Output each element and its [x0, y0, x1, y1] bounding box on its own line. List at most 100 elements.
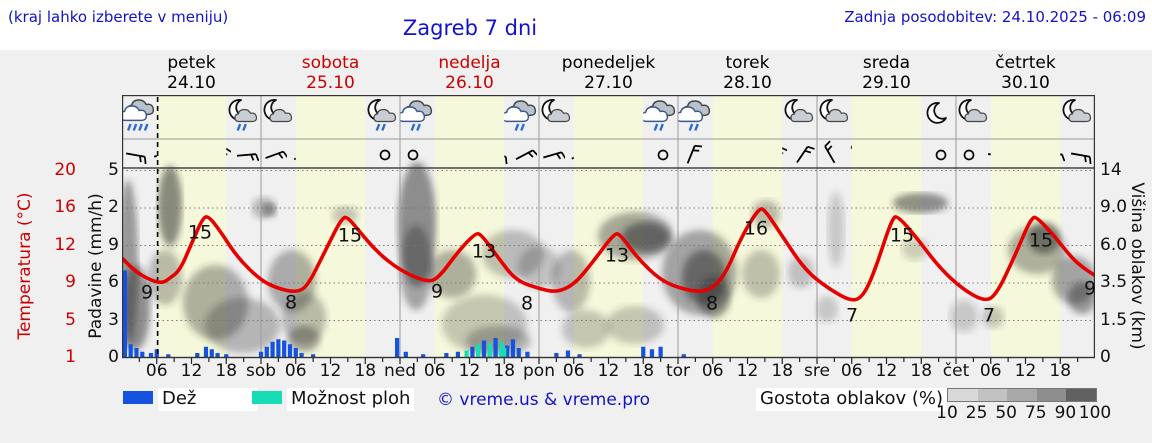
cloud-height-tick: 14 — [1100, 159, 1122, 180]
day-date: 26.10 — [445, 73, 494, 93]
moon-cloud-icon — [1060, 97, 1095, 139]
hour-tick-label: 06 — [701, 361, 724, 381]
moon-cloud-icon — [261, 97, 296, 139]
calm-wind-icon — [372, 140, 400, 168]
hour-tick-label: 12 — [458, 361, 481, 381]
density-step — [1066, 389, 1096, 401]
temp-value-label: 9 — [430, 280, 444, 303]
wind-barb-icon — [1067, 140, 1095, 168]
wind-barb-icon — [678, 140, 706, 168]
day-date: 29.10 — [862, 73, 911, 93]
hour-tick-label: 18 — [215, 361, 238, 381]
meteogram-plot — [118, 94, 1097, 368]
showers-legend-label: Možnost ploh — [287, 388, 415, 411]
day-abbr-label: pon — [523, 361, 555, 381]
cloud-density-label: Gostota oblakov (%) — [756, 388, 948, 411]
calm-wind-icon — [400, 140, 428, 168]
hour-tick-label: 12 — [875, 361, 898, 381]
cloud-height-tick: 1.5 — [1100, 309, 1128, 330]
last-update-text: Zadnja posodobitev: 24.10.2025 - 06:09 — [844, 8, 1146, 26]
hour-tick-label: 06 — [284, 361, 307, 381]
day-name: sobota — [301, 53, 360, 73]
day-abbr-label: tor — [665, 361, 691, 381]
hour-tick-label: 06 — [423, 361, 446, 381]
density-step — [948, 389, 978, 401]
density-step — [1036, 389, 1067, 401]
day-date: 24.10 — [167, 73, 216, 93]
showers-legend-swatch — [252, 391, 282, 404]
precip-tick: 6 — [108, 272, 119, 292]
day-header-četrtek: četrtek 30.10 — [956, 53, 1095, 93]
rain-legend-swatch — [123, 391, 153, 404]
day-abbr-label: čet — [942, 361, 970, 381]
density-tick-label: 25 — [965, 403, 988, 423]
calm-wind-icon — [650, 140, 678, 168]
wind-barb-icon — [789, 140, 817, 168]
moon-cloud-drizzle-icon — [365, 97, 400, 139]
legend-row: Dež Možnost ploh © vreme.us & vreme.pro … — [0, 386, 1152, 426]
temp-axis-label: Temperatura (°C) — [15, 192, 35, 340]
density-tick-label: 50 — [995, 403, 1018, 423]
hour-tick-label: 18 — [354, 361, 377, 381]
moon-cloud-icon — [817, 97, 852, 139]
calm-wind-icon — [956, 140, 984, 168]
density-step — [1007, 389, 1037, 401]
day-name: torek — [725, 53, 770, 73]
temp-value-label: 8 — [520, 292, 534, 315]
copyright-link[interactable]: © vreme.us & vreme.pro — [437, 390, 651, 410]
rain-icon — [119, 97, 157, 139]
hour-tick-label: 18 — [493, 361, 516, 381]
precip-tick: 5 — [108, 159, 119, 180]
hour-tick-label: 06 — [840, 361, 863, 381]
temp-tick: 16 — [54, 197, 76, 217]
wind-barb-icon — [122, 140, 150, 168]
day-name: četrtek — [995, 53, 1056, 73]
temp-tick: 5 — [65, 309, 76, 330]
temp-tick: 20 — [54, 159, 76, 180]
day-header-nedelja: nedelja 26.10 — [400, 53, 539, 93]
day-date: 25.10 — [306, 73, 355, 93]
temp-value-label: 9 — [1083, 277, 1097, 300]
precip-tick: 9 — [108, 234, 119, 255]
wind-barb-icon — [233, 140, 261, 168]
day-abbr-label: sob — [245, 361, 277, 381]
density-tick-label: 100 — [1078, 403, 1112, 423]
temp-value-label: 8 — [284, 291, 298, 314]
temp-tick: 1 — [65, 347, 76, 367]
cloud-drizzle-icon — [675, 97, 713, 139]
temp-value-label: 16 — [743, 217, 769, 240]
precip-tick: 2 — [108, 197, 119, 217]
day-name: ponedeljek — [561, 53, 656, 73]
temp-value-label: 7 — [845, 304, 859, 327]
day-name: petek — [167, 53, 216, 73]
day-name: sreda — [862, 53, 911, 73]
density-tick-label: 10 — [936, 403, 958, 423]
day-abbr-label: sre — [804, 361, 830, 381]
wind-barb-icon — [511, 140, 539, 168]
wind-barb-icon — [539, 140, 567, 168]
day-header-sreda: sreda 29.10 — [817, 53, 956, 93]
precip-tick: 3 — [108, 309, 119, 330]
page-header: (kraj lahko izberete v meniju) Zagreb 7 … — [0, 0, 1152, 50]
day-header-torek: torek 28.10 — [678, 53, 817, 93]
temp-value-label: 15 — [889, 224, 915, 247]
moon-cloud-drizzle-icon — [226, 97, 261, 139]
day-header-petek: petek 24.10 — [122, 53, 261, 93]
cloud-drizzle-icon — [502, 97, 539, 139]
cloud-drizzle-icon — [397, 97, 435, 139]
temp-value-label: 15 — [1028, 229, 1054, 252]
temp-value-label: 8 — [705, 292, 719, 315]
density-step — [977, 389, 1008, 401]
day-date: 28.10 — [723, 73, 772, 93]
hour-tick-label: 18 — [1049, 361, 1072, 381]
density-tick-label: 75 — [1024, 403, 1047, 423]
day-name: nedelja — [438, 53, 501, 73]
rain-legend-label: Dež — [158, 388, 258, 411]
precip-tick: 0 — [108, 347, 119, 367]
moon-cloud-icon — [956, 97, 991, 139]
hour-tick-label: 18 — [632, 361, 655, 381]
moon-icon — [921, 97, 956, 139]
day-abbr-label: ned — [383, 361, 417, 381]
cloud-density-gradient — [947, 388, 1097, 402]
